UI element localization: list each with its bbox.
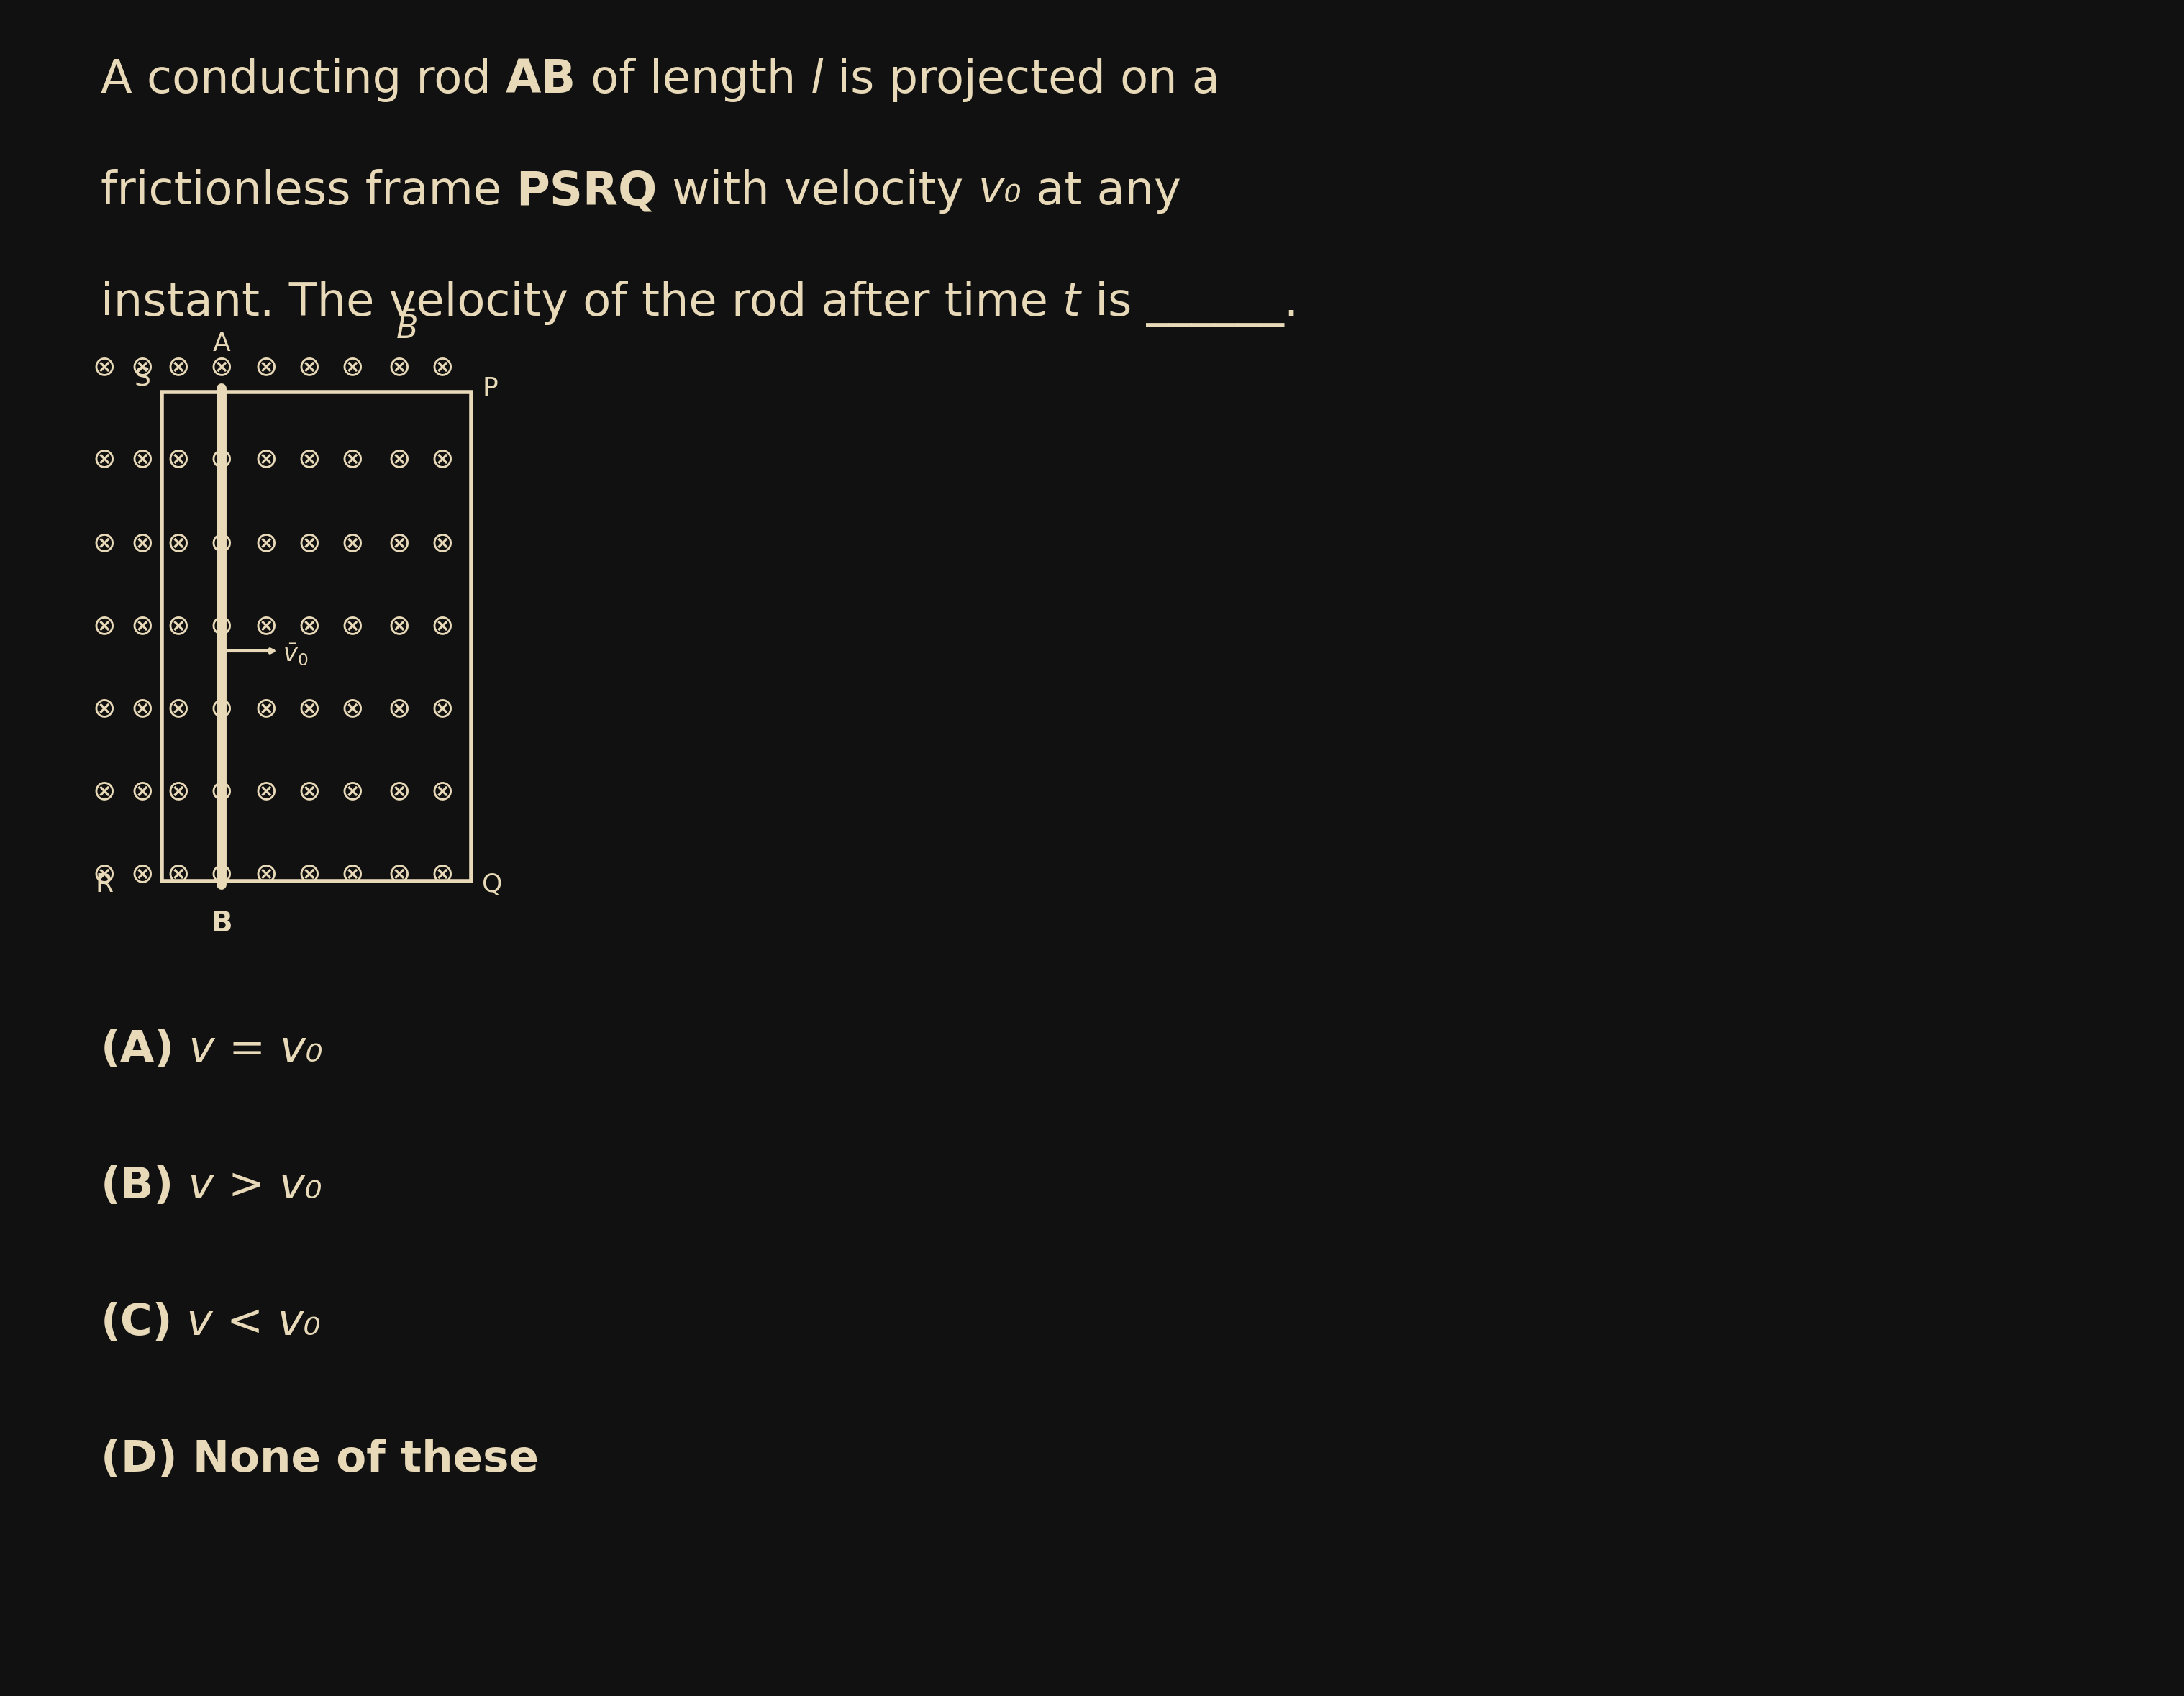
Text: ⊗: ⊗ [92, 612, 116, 639]
Text: is projected on a: is projected on a [823, 58, 1221, 102]
Text: ⊗: ⊗ [297, 860, 321, 887]
Text: (D) None of these: (D) None of these [100, 1438, 539, 1481]
Text: A conducting rod: A conducting rod [100, 58, 507, 102]
Text: frictionless frame: frictionless frame [100, 170, 515, 214]
Text: ⊗: ⊗ [166, 353, 190, 380]
Text: ⊗: ⊗ [387, 777, 411, 806]
Text: at any: at any [1022, 170, 1182, 214]
Text: ⊗: ⊗ [297, 446, 321, 473]
Text: ⊗: ⊗ [297, 695, 321, 722]
Text: ⊗: ⊗ [210, 529, 234, 556]
Text: ⊗: ⊗ [297, 529, 321, 556]
Text: Q: Q [483, 872, 502, 897]
Text: ⊗: ⊗ [253, 529, 277, 556]
Text: ⊗: ⊗ [387, 695, 411, 722]
Text: t: t [1064, 280, 1081, 326]
Text: =: = [229, 1028, 280, 1070]
Text: PSRQ: PSRQ [515, 170, 657, 214]
Text: ⊗: ⊗ [430, 353, 454, 380]
Text: v₀: v₀ [280, 1028, 323, 1070]
Text: ⊗: ⊗ [92, 353, 116, 380]
Text: ⊗: ⊗ [131, 860, 155, 887]
Text: ⊗: ⊗ [341, 695, 365, 722]
Text: ⊗: ⊗ [430, 612, 454, 639]
Text: ⊗: ⊗ [430, 777, 454, 806]
Text: ⊗: ⊗ [430, 446, 454, 473]
Text: ⊗: ⊗ [253, 353, 277, 380]
Text: B: B [212, 909, 232, 938]
Text: with velocity: with velocity [657, 170, 978, 214]
Text: ⊗: ⊗ [92, 529, 116, 556]
Text: ⊗: ⊗ [387, 446, 411, 473]
Text: ⊗: ⊗ [166, 777, 190, 806]
Text: ⊗: ⊗ [430, 529, 454, 556]
Text: ⊗: ⊗ [166, 612, 190, 639]
Text: ⊗: ⊗ [341, 446, 365, 473]
Text: ⊗: ⊗ [387, 529, 411, 556]
Text: (B): (B) [100, 1165, 175, 1208]
Text: is ______.: is ______. [1081, 280, 1299, 327]
Text: ⊗: ⊗ [297, 353, 321, 380]
Text: <: < [227, 1303, 277, 1345]
Text: ⊗: ⊗ [387, 612, 411, 639]
Text: ⊗: ⊗ [297, 777, 321, 806]
Text: ⊗: ⊗ [253, 612, 277, 639]
Text: P: P [483, 377, 498, 400]
Text: ⊗: ⊗ [92, 860, 116, 887]
Text: R: R [96, 872, 114, 897]
Text: ⊗: ⊗ [387, 860, 411, 887]
Text: ⊗: ⊗ [341, 353, 365, 380]
Text: ⊗: ⊗ [341, 529, 365, 556]
Text: ⊗: ⊗ [253, 446, 277, 473]
Text: ⊗: ⊗ [253, 860, 277, 887]
Text: l: l [810, 58, 823, 102]
Text: AB: AB [507, 58, 577, 102]
Text: ⊗: ⊗ [92, 446, 116, 473]
Text: ⊗: ⊗ [131, 695, 155, 722]
Text: v₀: v₀ [277, 1303, 321, 1345]
Text: v: v [175, 1165, 227, 1208]
Text: ⊗: ⊗ [166, 529, 190, 556]
Text: ⊗: ⊗ [131, 612, 155, 639]
Text: ⊗: ⊗ [210, 612, 234, 639]
Text: ⊗: ⊗ [430, 695, 454, 722]
Text: ⊗: ⊗ [210, 860, 234, 887]
Text: ⊗: ⊗ [341, 777, 365, 806]
Text: ⊗: ⊗ [210, 353, 234, 380]
Text: ⊗: ⊗ [387, 353, 411, 380]
Text: ⊗: ⊗ [166, 695, 190, 722]
Text: v: v [173, 1303, 227, 1345]
Text: A: A [212, 332, 232, 356]
Bar [162, 392, 472, 882]
Text: v: v [175, 1028, 229, 1070]
Text: v₀: v₀ [280, 1165, 323, 1208]
Text: ⊗: ⊗ [341, 612, 365, 639]
Text: of length: of length [577, 58, 810, 102]
Text: ⊗: ⊗ [210, 695, 234, 722]
Text: ⊗: ⊗ [210, 446, 234, 473]
Text: ⊗: ⊗ [166, 446, 190, 473]
Text: ⊗: ⊗ [297, 612, 321, 639]
Text: (C): (C) [100, 1303, 173, 1345]
Text: ⊗: ⊗ [131, 353, 155, 380]
Text: ⊗: ⊗ [131, 777, 155, 806]
Text: ⊗: ⊗ [430, 860, 454, 887]
Text: instant. The velocity of the rod after time: instant. The velocity of the rod after t… [100, 280, 1064, 326]
Text: ⊗: ⊗ [131, 446, 155, 473]
Text: ⊗: ⊗ [341, 860, 365, 887]
Text: $\bar{v}_0$: $\bar{v}_0$ [282, 641, 308, 667]
Text: >: > [227, 1165, 280, 1208]
Text: $\bar{B}$: $\bar{B}$ [395, 312, 417, 346]
Text: v₀: v₀ [978, 170, 1022, 212]
Text: ⊗: ⊗ [166, 860, 190, 887]
Text: ⊗: ⊗ [210, 777, 234, 806]
Text: ⊗: ⊗ [131, 529, 155, 556]
Text: S: S [133, 365, 151, 390]
Text: (A): (A) [100, 1028, 175, 1070]
Text: ⊗: ⊗ [92, 695, 116, 722]
Text: ⊗: ⊗ [92, 777, 116, 806]
Text: ⊗: ⊗ [253, 695, 277, 722]
Text: ⊗: ⊗ [253, 777, 277, 806]
